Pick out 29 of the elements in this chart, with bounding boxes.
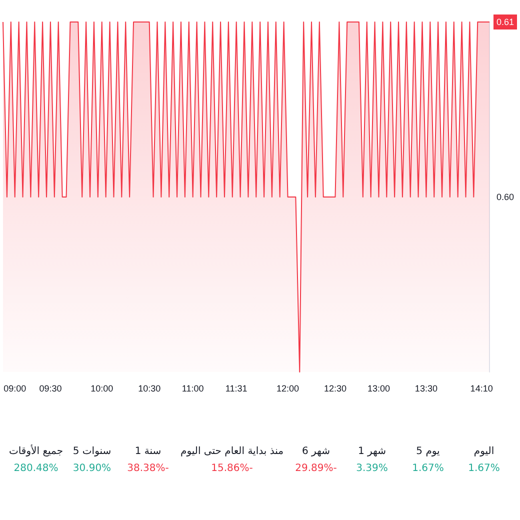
text: 1.67% [468,463,500,474]
category-label: منذ بداية العام حتى اليوم [180,446,284,457]
category-label: 5 سنوات [72,446,112,457]
x-tick-label: 09:30 [39,384,62,394]
text: 29.89%- [295,463,337,474]
text: 1.67% [412,463,444,474]
category-label: 1 سنة [134,446,162,457]
x-tick-label: 14:10 [470,384,493,394]
x-tick-label: 11:00 [182,384,204,394]
text: 280.48% [14,463,58,474]
text: 30.90% [72,463,112,474]
category-label: جميع الأوقات [8,446,64,457]
x-tick-label: 11:31 [225,384,248,394]
category-label: 6 شهر [300,446,332,457]
x-tick-label: 12:00 [276,384,300,394]
x-tick-label: 12:30 [324,384,346,394]
y-tick-label: 0.61 [496,17,514,27]
category-label: 5 يوم [415,446,441,457]
category-label: 1 شهر [356,446,388,457]
text: 3.39% [356,463,388,474]
x-tick-label: 09:00 [4,384,26,394]
x-tick-label: 13:30 [414,384,438,394]
text: 15.86%- [211,463,253,474]
x-tick-label: 10:30 [138,384,161,394]
x-tick-label: 10:00 [90,384,114,394]
x-tick-label: 13:00 [367,384,390,394]
category-label: اليوم [472,446,496,457]
text: 38.38%- [127,463,169,474]
y-tick-label: 0.60 [496,192,514,202]
